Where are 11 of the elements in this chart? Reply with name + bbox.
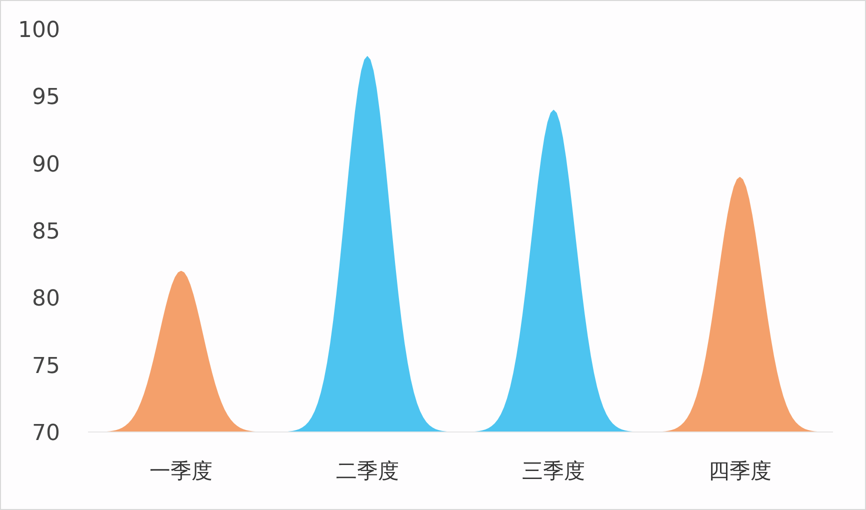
y-tick-label: 85 [32, 220, 60, 244]
y-tick-label: 100 [18, 18, 60, 43]
x-tick-label: 一季度 [150, 459, 213, 483]
y-tick-label: 70 [32, 421, 60, 446]
y-tick-label: 80 [32, 286, 60, 312]
x-tick-label: 三季度 [522, 459, 586, 483]
y-tick-label: 75 [32, 354, 60, 379]
y-tick-label: 90 [32, 152, 60, 178]
y-tick-label: 95 [32, 85, 60, 110]
x-tick-label: 四季度 [708, 459, 772, 483]
x-tick-label: 二季度 [336, 459, 399, 483]
